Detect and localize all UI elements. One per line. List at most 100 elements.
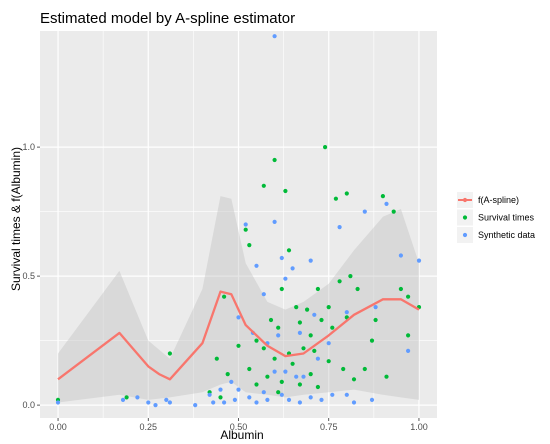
legend-label: f(A-spline): [478, 195, 519, 205]
legend-point-swatch: [462, 232, 468, 238]
survival-times-point: [341, 366, 346, 372]
survival-times-point: [261, 183, 266, 188]
synthetic-data-point: [254, 400, 259, 405]
survival-times-point: [312, 348, 317, 353]
x-tick-label: 0.50: [230, 422, 248, 432]
synthetic-data-point: [373, 305, 378, 310]
synthetic-data-point: [279, 392, 284, 397]
survival-times-point: [373, 317, 378, 323]
survival-times-point: [247, 243, 252, 248]
legend-point-swatch: [462, 197, 468, 203]
synthetic-data-point: [283, 276, 288, 281]
survival-times-point: [279, 379, 284, 384]
fitted-line: [57, 290, 420, 381]
synthetic-data-point: [55, 400, 61, 405]
synthetic-data-point: [229, 379, 234, 384]
survival-times-point: [247, 366, 252, 372]
survival-times-point: [276, 390, 281, 395]
synthetic-data-point: [297, 400, 302, 405]
synthetic-data-point: [167, 400, 172, 405]
survival-times-point: [222, 294, 227, 299]
synthetic-data-point: [294, 374, 299, 379]
y-axis-title: Survival times & f(Albumin): [9, 147, 23, 291]
survival-times-point: [308, 333, 313, 338]
synthetic-data-point: [297, 330, 302, 335]
survival-times-point: [283, 188, 288, 194]
synthetic-data-point: [261, 390, 266, 395]
confidence-band: [58, 196, 419, 403]
x-tick-label: 0.75: [320, 422, 338, 432]
synthetic-data-point: [276, 333, 281, 338]
y-tick-label: 0.0: [22, 400, 35, 410]
synthetic-data-point: [398, 253, 403, 258]
synthetic-data-point: [344, 392, 349, 397]
survival-times-point: [384, 374, 389, 379]
synthetic-data-point: [232, 397, 237, 402]
survival-times-point: [308, 372, 313, 377]
synthetic-data-point: [326, 341, 331, 346]
y-axis-ticks: 0.0 0.5 1.0: [22, 142, 40, 410]
survival-times-point: [286, 248, 292, 253]
survival-times-point: [406, 333, 411, 338]
survival-times-point: [330, 325, 335, 330]
synthetic-data-point: [272, 219, 277, 224]
synthetic-data-point: [207, 392, 212, 397]
synthetic-data-point: [301, 374, 306, 379]
synthetic-data-point: [330, 392, 335, 397]
synthetic-data-point: [153, 403, 158, 408]
survival-times-point: [355, 286, 360, 292]
survival-times-point: [268, 317, 274, 323]
synthetic-data-point: [286, 397, 292, 402]
synthetic-data-point: [406, 348, 411, 353]
survival-times-point: [290, 361, 295, 366]
survival-times-point: [225, 372, 230, 377]
survival-times-point: [406, 294, 411, 299]
survival-times-point: [323, 145, 328, 150]
synthetic-data-point: [351, 400, 357, 405]
chart-title: Estimated model by A-spline estimator: [40, 10, 295, 27]
survival-times-point: [326, 305, 331, 310]
survival-times-point: [319, 317, 324, 323]
survival-times-point: [333, 196, 338, 201]
a-spline-line: [57, 290, 420, 381]
survival-times-point: [380, 194, 385, 199]
synthetic-data-point: [146, 400, 151, 405]
synthetic-data-point: [254, 263, 259, 268]
synthetic-data-point: [315, 356, 320, 361]
synthetic-data-point: [308, 258, 313, 263]
survival-times-point: [362, 366, 367, 372]
survival-times-point: [218, 395, 223, 400]
legend-label: Survival times: [478, 213, 535, 223]
survival-times-point: [301, 346, 306, 351]
survival-times-point: [315, 384, 320, 390]
legend: f(A-spline) Survival times Synthetic data: [457, 192, 535, 243]
synthetic-data-point: [120, 397, 126, 402]
survival-times-point: [124, 395, 129, 400]
synthetic-data-point: [193, 403, 198, 408]
survival-times-point: [297, 382, 302, 387]
survival-times-point: [351, 377, 357, 382]
x-axis-title: Albumin: [220, 428, 263, 442]
survival-times-point: [348, 274, 353, 279]
survival-times-point: [398, 286, 403, 292]
synthetic-data-point: [272, 34, 277, 39]
survival-times-point: [344, 191, 349, 196]
y-tick-label: 0.5: [22, 271, 35, 281]
grid-major: [40, 31, 437, 418]
x-axis-ticks: 0.00 0.25 0.50 0.75 1.00: [49, 418, 428, 432]
survival-times-point: [297, 320, 302, 325]
survival-times-point: [305, 307, 310, 312]
survival-times-point: [369, 338, 375, 343]
survival-times-point: [272, 157, 277, 163]
synthetic-data-point: [218, 387, 223, 392]
survival-times-point: [254, 338, 259, 343]
synthetic-data-point: [362, 209, 367, 214]
survival-times-point: [261, 346, 266, 351]
survival-times-point: [243, 227, 248, 232]
synthetic-data-point: [164, 397, 169, 402]
synthetic-data-point: [319, 397, 324, 402]
synthetic-data-point: [312, 312, 317, 317]
survival-times-point: [254, 382, 259, 387]
x-tick-label: 0.25: [140, 422, 158, 432]
survival-times-point: [326, 359, 331, 364]
